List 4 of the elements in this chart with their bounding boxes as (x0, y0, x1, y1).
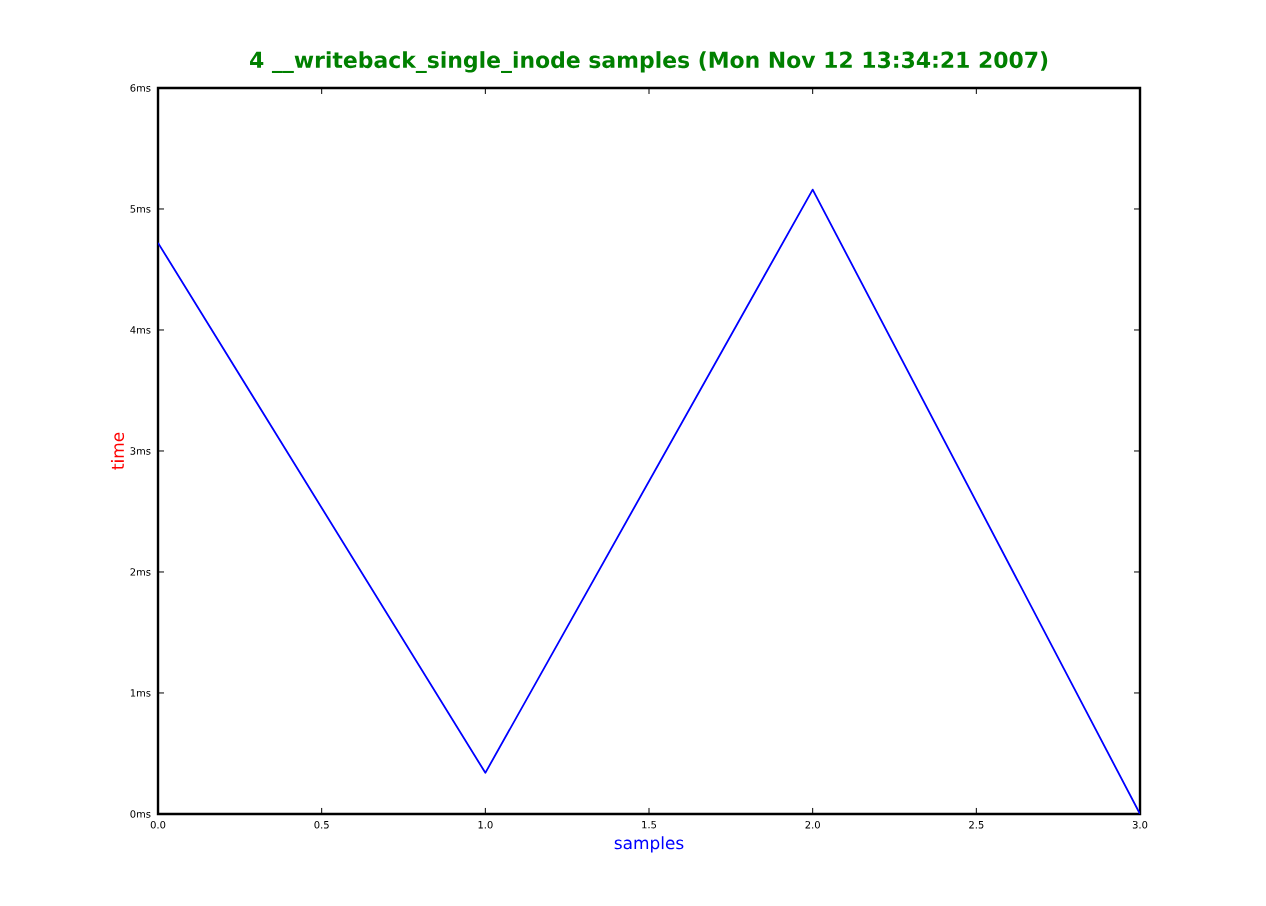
x-axis-title: samples (614, 836, 684, 853)
line-series (158, 188, 1141, 814)
chart-title: 4 __writeback_single_inode samples (Mon Nov 12 13:34:21 2007) (250, 51, 1048, 73)
y-axis-title: time (110, 432, 125, 470)
